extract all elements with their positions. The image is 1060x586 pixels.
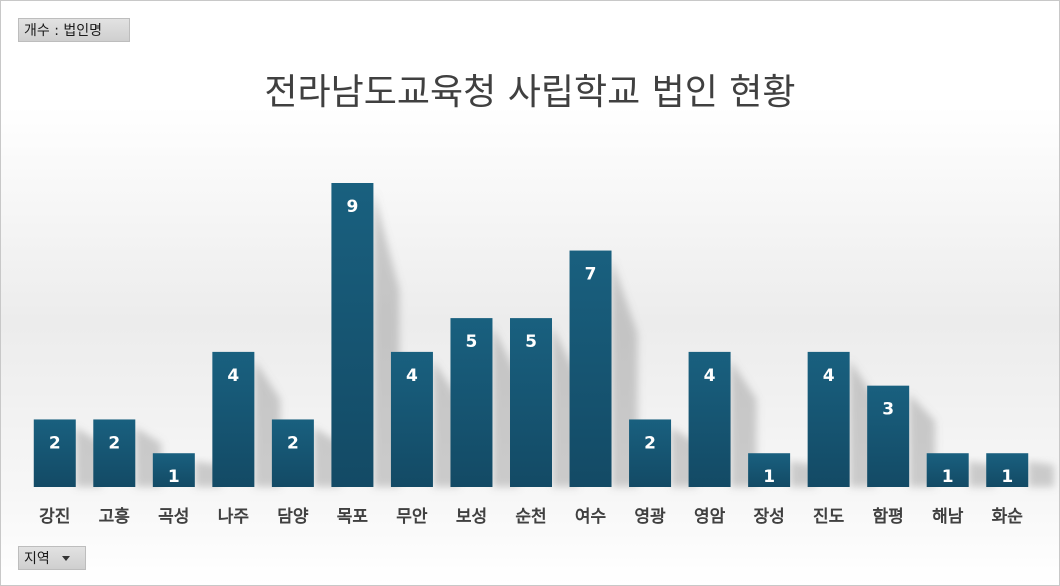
chart-title: 전라남도교육청 사립학교 법인 현황 [264,72,796,113]
data-label: 7 [585,265,597,285]
data-label: 2 [49,433,61,453]
bar-영암[interactable] [688,351,731,487]
category-label: 영암 [694,507,726,527]
bar-강진[interactable] [33,419,76,487]
bar-영광[interactable] [629,419,672,487]
data-label: 1 [763,467,775,487]
data-label: 2 [108,433,120,453]
category-label: 진도 [813,507,845,527]
data-label: 2 [287,433,299,453]
bar-해남[interactable] [926,453,969,487]
data-label: 9 [346,197,358,217]
dropdown-arrow-icon[interactable] [61,555,70,561]
data-label: 1 [942,467,954,487]
bar-목포[interactable] [331,183,374,487]
data-label: 4 [823,366,835,386]
category-label: 곡성 [158,507,189,527]
category-label: 함평 [873,506,904,527]
category-label: 무안 [396,507,428,527]
category-labels: 강진 고흥 곡성 나주 담양 목포 무안 보성 순천 여수 영광 영암 장성 진도 함평 해남 화순 [39,506,1023,527]
bar-shadow [1028,461,1055,487]
bar-고흥[interactable] [93,419,136,487]
category-label: 나주 [218,507,250,527]
category-label: 여수 [575,507,607,527]
data-label: 5 [466,332,478,352]
bar-곡성[interactable] [152,453,195,487]
bar-여수[interactable] [569,250,612,487]
bar-보성[interactable] [450,318,493,487]
value-field-button[interactable]: 개수 : 법인명 [18,18,130,42]
category-label: 보성 [456,507,487,527]
data-labels: 2 2 1 4 2 9 4 5 5 7 2 4 1 4 3 1 1 [49,197,1013,487]
bar-무안[interactable] [390,351,433,487]
category-label: 순천 [515,507,546,527]
bar-순천[interactable] [510,318,552,487]
category-label: 목포 [337,507,369,527]
data-label: 4 [704,366,716,386]
axis-field-button[interactable]: 지역 [18,546,86,570]
bar-함평[interactable] [867,385,910,487]
bar-진도[interactable] [807,351,850,487]
bar-화순[interactable] [986,453,1029,487]
axis-field-label: 지역 [24,551,50,567]
category-label: 강진 [39,507,70,527]
category-label: 해남 [932,507,964,527]
data-label: 5 [525,332,537,352]
bar-나주[interactable] [212,351,255,487]
category-label: 영광 [634,507,666,527]
data-label: 1 [168,467,180,487]
data-label: 4 [227,366,239,386]
bar-담양[interactable] [271,419,314,487]
data-label: 3 [882,400,894,420]
data-label: 4 [406,366,418,386]
category-label: 화순 [992,507,1024,527]
data-label: 2 [644,433,656,453]
category-label: 고흥 [99,506,131,527]
bars [33,183,1029,487]
category-label: 장성 [753,507,784,527]
bar-장성[interactable] [748,453,791,487]
data-label: 1 [1001,467,1013,487]
category-label: 담양 [277,507,309,527]
